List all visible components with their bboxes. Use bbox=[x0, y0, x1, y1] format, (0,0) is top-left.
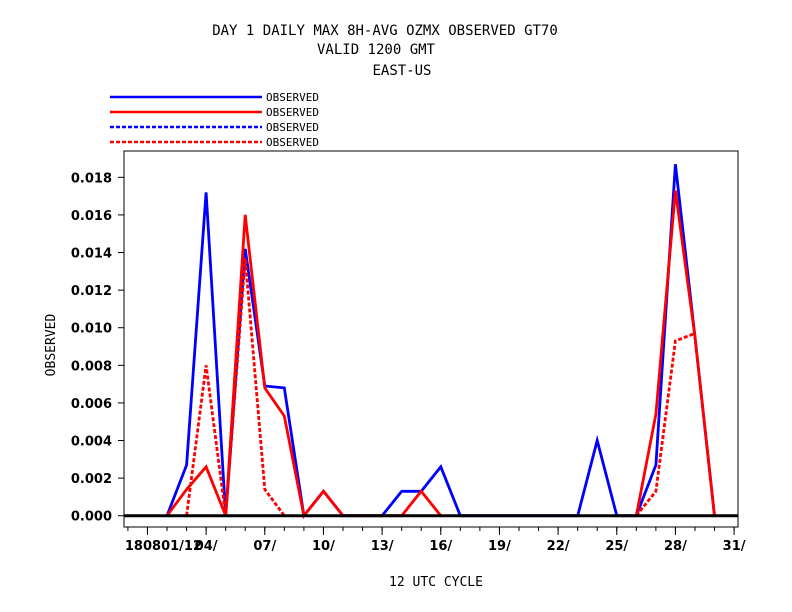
x-tick-label: 10/ bbox=[312, 539, 335, 554]
y-tick-label: 0.012 bbox=[71, 284, 112, 299]
x-tick-label: 28/ bbox=[664, 539, 687, 554]
series-line-4 bbox=[635, 332, 696, 517]
y-tick-label: 0.014 bbox=[71, 247, 112, 262]
y-axis: 0.000 0.002 0.004 0.006 0.008 0.010 0.012 0.014… bbox=[71, 171, 124, 525]
x-tick-label: 04/ bbox=[195, 539, 218, 554]
legend-label-3: OBSERVED bbox=[266, 121, 319, 134]
series-lines bbox=[165, 164, 716, 520]
y-tick-label: 0.004 bbox=[71, 435, 112, 450]
y-tick-label: 0.000 bbox=[71, 510, 112, 525]
x-tick-label: 13/ bbox=[371, 539, 394, 554]
x-tick-label: 25/ bbox=[605, 539, 628, 554]
series-line-1 bbox=[165, 164, 716, 520]
y-tick-label: 0.008 bbox=[71, 359, 112, 374]
title-line-3: EAST-US bbox=[372, 63, 431, 79]
x-tick-label: 31/ bbox=[723, 539, 746, 554]
x-tick-label: 180801/12 bbox=[125, 539, 202, 554]
x-tick-label: 16/ bbox=[429, 539, 452, 554]
title-line-2: VALID 1200 GMT bbox=[317, 42, 436, 58]
y-tick-label: 0.016 bbox=[71, 209, 112, 224]
plot-frame bbox=[123, 150, 739, 528]
y-tick-label: 0.006 bbox=[71, 397, 112, 412]
x-tick-label: 19/ bbox=[488, 539, 511, 554]
y-tick-label: 0.010 bbox=[71, 322, 112, 337]
y-tick-label: 0.018 bbox=[71, 171, 112, 186]
y-tick-label: 0.002 bbox=[71, 472, 112, 487]
series-line-2 bbox=[165, 214, 442, 519]
legend: OBSERVED OBSERVED OBSERVED OBSERVED bbox=[110, 91, 319, 149]
x-axis-label: 12 UTC CYCLE bbox=[389, 575, 483, 590]
series-line-2 bbox=[634, 190, 716, 516]
chart-title: DAY 1 DAILY MAX 8H-AVG OZMX OBSERVED GT7… bbox=[212, 23, 558, 79]
title-line-1: DAY 1 DAILY MAX 8H-AVG OZMX OBSERVED GT7… bbox=[212, 23, 558, 39]
x-tick-label: 22/ bbox=[547, 539, 570, 554]
legend-label-4: OBSERVED bbox=[266, 136, 319, 149]
legend-label-1: OBSERVED bbox=[266, 91, 319, 104]
x-tick-label: 07/ bbox=[253, 539, 276, 554]
y-axis-label: OBSERVED bbox=[44, 314, 59, 377]
legend-label-2: OBSERVED bbox=[266, 106, 319, 119]
series-line-4 bbox=[185, 258, 286, 517]
